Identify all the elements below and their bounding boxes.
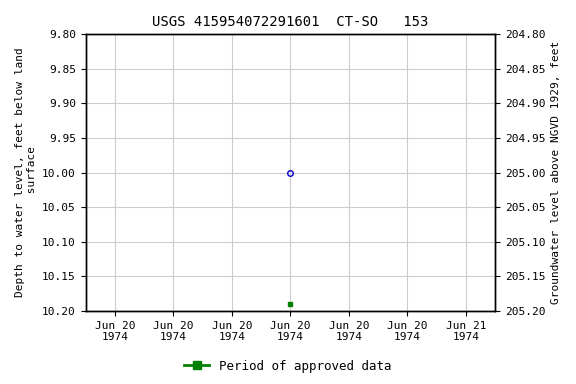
Y-axis label: Groundwater level above NGVD 1929, feet: Groundwater level above NGVD 1929, feet [551,41,561,304]
Legend: Period of approved data: Period of approved data [179,355,397,378]
Y-axis label: Depth to water level, feet below land
 surface: Depth to water level, feet below land su… [15,48,37,298]
Title: USGS 415954072291601  CT-SO   153: USGS 415954072291601 CT-SO 153 [152,15,429,29]
